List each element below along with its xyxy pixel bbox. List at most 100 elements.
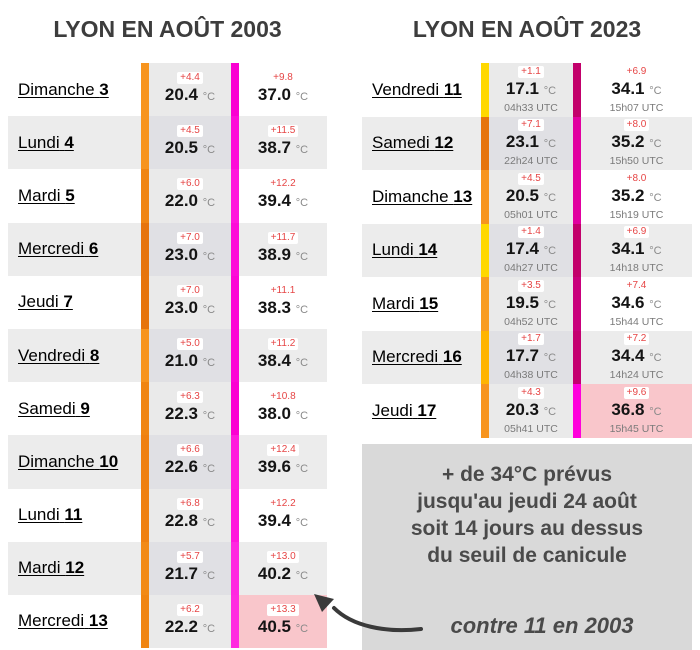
max-temp-value: 34.1	[611, 78, 645, 98]
max-temp-value: 38.3	[257, 297, 291, 317]
day-number: 11	[64, 505, 83, 525]
unit-label: °C	[295, 569, 309, 582]
max-anomaly-badge: +11.1	[267, 284, 299, 297]
day-link[interactable]: Lundi 14	[372, 240, 437, 260]
day-link[interactable]: Mercredi 13	[18, 611, 108, 631]
min-temp-cell: +5.7 21.7 °C	[149, 541, 231, 595]
day-link[interactable]: Mardi 15	[372, 294, 438, 314]
max-temp-color-bar	[231, 275, 239, 329]
unit-label: °C	[543, 191, 557, 204]
day-cell: Dimanche 10	[8, 435, 141, 488]
min-time-utc: 05h01 UTC	[504, 208, 558, 221]
day-cell: Mardi 5	[8, 169, 141, 222]
min-temp-cell: +6.0 22.0 °C	[149, 169, 231, 223]
unit-label: °C	[543, 138, 557, 151]
min-anomaly-badge: +1.4	[518, 226, 544, 239]
unit-label: °C	[295, 91, 309, 104]
min-temp-value: 20.5	[164, 138, 198, 158]
day-link[interactable]: Jeudi 7	[18, 292, 73, 312]
day-name: Lundi	[372, 240, 414, 260]
max-temp-cell: +8.0 35.2 °C 15h19 UTC	[581, 170, 692, 224]
min-temperature: 17.4 °C	[506, 239, 556, 261]
day-link[interactable]: Samedi 12	[372, 133, 453, 153]
max-temp-color-bar	[231, 435, 239, 489]
min-anomaly-badge: +4.3	[518, 386, 544, 399]
min-temperature: 20.5 °C	[506, 186, 556, 208]
min-temp-cell: +4.5 20.5 °C 05h01 UTC	[489, 170, 573, 224]
max-temp-cell: +13.3 40.5 °C	[239, 594, 327, 649]
max-temp-color-bar	[573, 384, 581, 438]
max-temp-value: 34.6	[611, 292, 645, 312]
max-anomaly-badge: +8.0	[623, 119, 650, 132]
min-temp-cell: +5.0 21.0 °C	[149, 328, 231, 383]
max-anomaly-badge: +6.9	[623, 65, 650, 78]
max-anomaly-badge: +13.3	[267, 603, 299, 616]
max-time-utc: 14h18 UTC	[609, 262, 664, 275]
max-temp-color-bar	[231, 594, 239, 649]
min-anomaly-badge: +1.1	[518, 65, 544, 78]
max-anomaly-badge: +9.8	[270, 72, 296, 85]
max-temp-color-bar	[231, 382, 239, 436]
min-temp-cell: +4.5 20.5 °C	[149, 116, 231, 170]
max-temp-cell: +12.2 39.4 °C	[239, 169, 327, 222]
min-temperature: 23.0 °C	[165, 298, 215, 320]
title-2023: LYON EN AOÛT 2023	[412, 16, 642, 42]
min-time-utc: 04h38 UTC	[504, 369, 558, 382]
max-temperature: 36.8 °C	[611, 400, 661, 422]
min-anomaly-badge: +5.7	[177, 550, 203, 563]
min-anomaly-badge: +6.3	[177, 391, 203, 404]
unit-label: °C	[649, 245, 662, 258]
min-temp-color-bar	[141, 382, 149, 436]
day-number: 14	[418, 240, 438, 260]
max-temp-color-bar	[231, 328, 239, 383]
day-link[interactable]: Dimanche 3	[18, 80, 109, 100]
title-2003: LYON EN AOÛT 2003	[53, 16, 282, 42]
min-temp-cell: +4.3 20.3 °C 05h41 UTC	[489, 384, 573, 438]
table-2003: LYON EN AOÛT 2003 Dimanche 3 +4.4 20.4 °C +…	[8, 0, 327, 649]
min-temperature: 21.0 °C	[165, 351, 215, 373]
table-row: Lundi 11 +6.8 22.8 °C +12.2 39.4 °C	[8, 488, 327, 542]
max-temperature: 39.4 °C	[258, 511, 308, 533]
day-link[interactable]: Mercredi 16	[372, 347, 462, 367]
unit-label: °C	[543, 352, 557, 365]
max-time-utc: 15h50 UTC	[609, 155, 664, 168]
day-link[interactable]: Samedi 9	[18, 399, 90, 419]
min-temp-color-bar	[481, 330, 489, 384]
day-number: 4	[64, 132, 74, 152]
unit-label: °C	[649, 138, 662, 151]
max-anomaly-badge: +10.8	[267, 391, 299, 404]
unit-label: °C	[202, 569, 216, 582]
day-link[interactable]: Mardi 5	[18, 186, 75, 206]
max-temp-value: 38.9	[257, 244, 291, 264]
min-anomaly-badge: +4.5	[518, 172, 544, 185]
unit-label: °C	[295, 622, 309, 635]
max-anomaly-badge: +7.4	[623, 279, 650, 292]
day-link[interactable]: Dimanche 13	[372, 187, 472, 207]
min-temperature: 23.0 °C	[165, 245, 215, 267]
min-anomaly-badge: +3.5	[518, 279, 544, 292]
day-link[interactable]: Mardi 12	[18, 558, 84, 578]
day-link[interactable]: Mercredi 6	[18, 239, 98, 259]
min-temperature: 22.8 °C	[165, 511, 215, 533]
max-temp-cell: +12.2 39.4 °C	[239, 489, 327, 542]
min-time-utc: 04h33 UTC	[504, 101, 558, 114]
day-link[interactable]: Jeudi 17	[372, 401, 436, 421]
min-temp-color-bar	[141, 488, 149, 542]
min-temp-color-bar	[481, 116, 489, 170]
day-number: 16	[442, 347, 462, 367]
min-temp-color-bar	[481, 384, 489, 438]
max-temp-color-bar	[231, 488, 239, 542]
day-cell: Mercredi 6	[8, 223, 141, 276]
day-link[interactable]: Vendredi 11	[372, 80, 462, 100]
table-row: Mardi 12 +5.7 21.7 °C +13.0 40.2 °C	[8, 541, 327, 595]
max-temp-color-bar	[573, 116, 581, 170]
day-link[interactable]: Dimanche 10	[18, 452, 118, 472]
day-cell: Lundi 11	[8, 489, 141, 542]
unit-label: °C	[649, 352, 662, 365]
day-link[interactable]: Lundi 11	[18, 505, 82, 525]
max-anomaly-badge: +11.5	[267, 125, 299, 138]
min-temp-cell: +6.8 22.8 °C	[149, 488, 231, 542]
day-link[interactable]: Vendredi 8	[18, 346, 99, 366]
day-link[interactable]: Lundi 4	[18, 133, 74, 153]
